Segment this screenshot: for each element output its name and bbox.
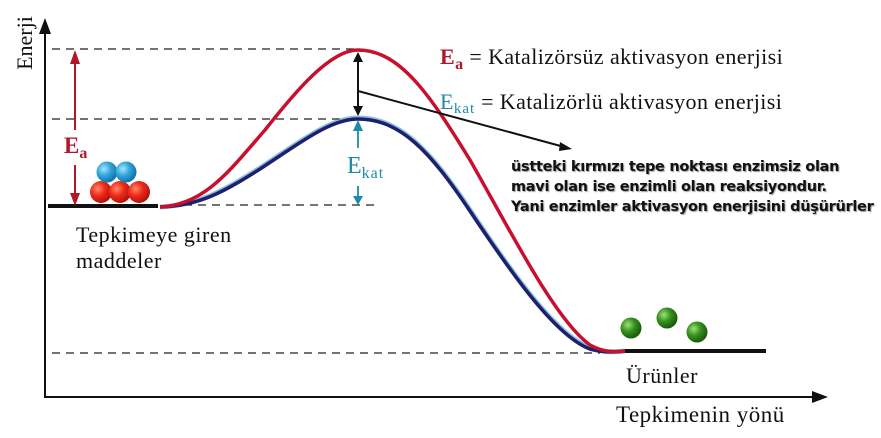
ekat-subscript: kat [361, 165, 385, 182]
ekat-arrow [353, 120, 363, 205]
y-axis [39, 18, 51, 398]
note-line-3: Yani enzimler aktivasyon enerjisini düşü… [511, 199, 874, 215]
reactants-label-line1: Tepkimeye giren [76, 222, 232, 247]
x-axis-label: Tepkimenin yönü [616, 402, 785, 427]
note-line-1: üstteki kırmızı tepe noktası enzimsiz ol… [511, 159, 840, 175]
legend-ekat-symbol: Ekat [440, 89, 476, 117]
reactants-label-line2: maddeler [76, 248, 162, 273]
ea-arrow [70, 50, 80, 206]
reactant-molecules [90, 161, 150, 203]
catalyzed-curve-core [159, 117, 626, 354]
note-line-2: mavi olan ise enzimli olan reaksiyondur. [511, 179, 827, 195]
products-label: Ürünler [626, 363, 698, 388]
dashed-guides [52, 48, 600, 354]
ekat-symbol: E [347, 153, 362, 179]
ea-label: Ea [64, 133, 87, 163]
explanation-note: üstteki kırmızı tepe noktası enzimsiz ol… [511, 157, 874, 217]
legend-item-ea: Ea = Katalizörsüz aktivasyon enerjisi [440, 38, 783, 83]
legend-ea-symbol: Ea [440, 44, 463, 73]
legend-ea-sub: a [455, 56, 464, 73]
legend-ea-text: = Katalizörsüz aktivasyon enerjisi [463, 44, 784, 69]
difference-arrow [353, 52, 363, 116]
uncatalyzed-curve [159, 48, 626, 354]
legend-ekat-letter: E [440, 89, 454, 114]
legend-ea-letter: E [440, 44, 456, 69]
legend-ekat-text: = Katalizörlü aktivasyon enerjisi [475, 89, 783, 114]
x-axis [45, 391, 828, 403]
ea-subscript: a [79, 145, 88, 162]
product-molecules [620, 307, 708, 343]
note-pointer-arrow [357, 90, 572, 151]
ekat-label: Ekat [347, 153, 384, 183]
legend: Ea = Katalizörsüz aktivasyon enerjisi Ek… [440, 38, 783, 128]
legend-ekat-sub: kat [453, 101, 476, 117]
reactants-label: Tepkimeye giren maddeler [76, 222, 232, 274]
y-axis-label: Enerji [12, 16, 37, 70]
legend-item-ekat: Ekat = Katalizörlü aktivasyon enerjisi [440, 83, 783, 128]
ea-symbol: E [64, 133, 80, 158]
